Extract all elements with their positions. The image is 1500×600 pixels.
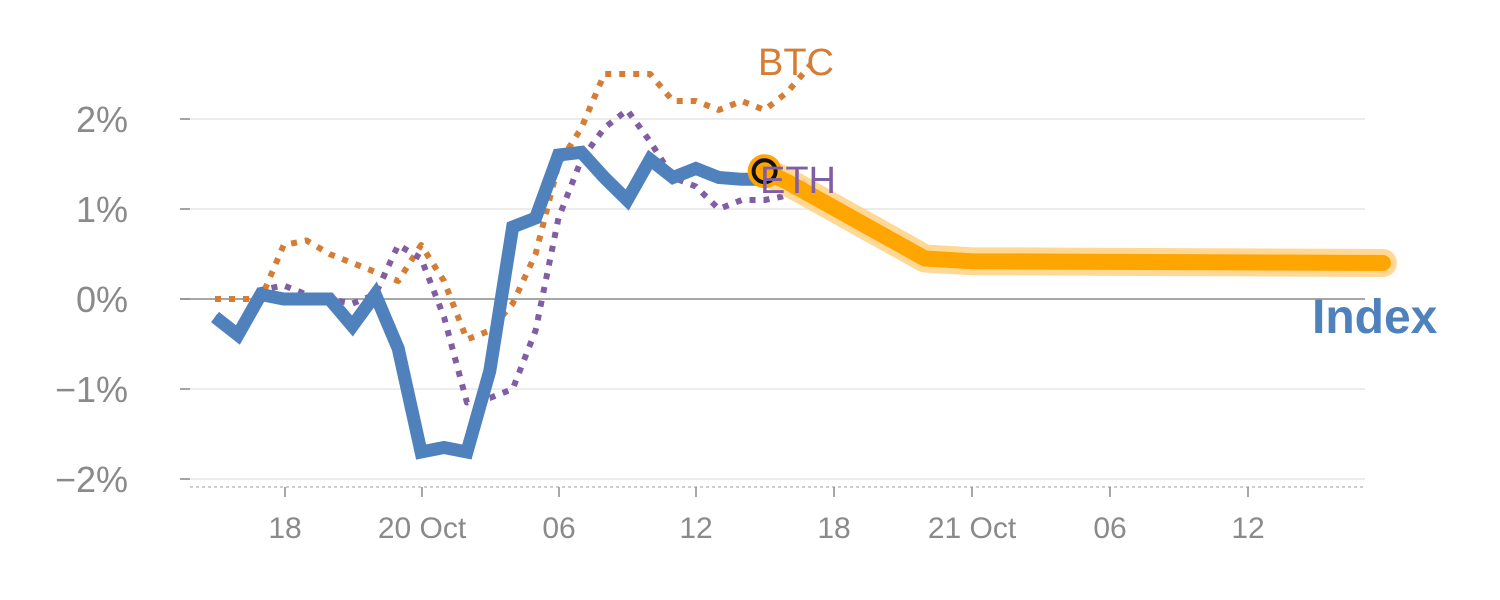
series-label-eth: ETH <box>760 160 836 202</box>
x-tick-label: 12 <box>1231 512 1264 545</box>
y-tick-label: 1% <box>76 189 128 230</box>
x-tick-label: 06 <box>1093 512 1126 545</box>
x-tick-label: 18 <box>268 512 301 545</box>
y-tick-label: −2% <box>55 459 128 500</box>
marker-layer <box>747 154 782 189</box>
series-layer <box>210 63 1397 460</box>
series-label-btc: BTC <box>758 42 834 84</box>
x-axis: 18 20 Oct 06 12 18 21 Oct 06 12 <box>268 487 1265 545</box>
y-axis: −2% −1% 0% 1% 2% <box>55 99 190 500</box>
series-line-index <box>210 145 765 460</box>
y-tick-label: 2% <box>76 99 128 140</box>
x-tick-label: 21 Oct <box>928 512 1017 545</box>
series-label-index: Index <box>1312 291 1438 344</box>
series-line-btc <box>215 63 813 343</box>
x-tick-label: 18 <box>817 512 850 545</box>
x-tick-label: 12 <box>679 512 712 545</box>
y-tick-label: 0% <box>76 279 128 320</box>
x-tick-label: 20 Oct <box>378 512 467 545</box>
y-tick-label: −1% <box>55 369 128 410</box>
x-tick-label: 06 <box>542 512 575 545</box>
current-point-ring <box>751 158 778 185</box>
